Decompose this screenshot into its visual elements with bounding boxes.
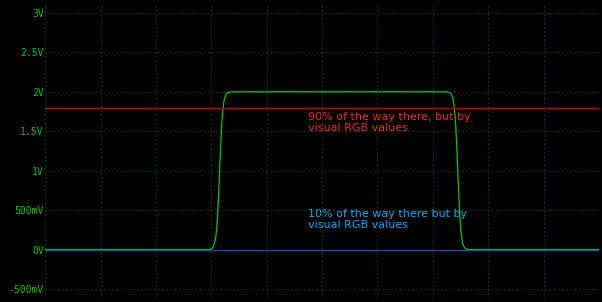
Text: 10% of the way there but by
visual RGB values: 10% of the way there but by visual RGB v… xyxy=(308,209,467,230)
Text: 90% of the way there, but by
visual RGB values: 90% of the way there, but by visual RGB … xyxy=(308,111,471,133)
